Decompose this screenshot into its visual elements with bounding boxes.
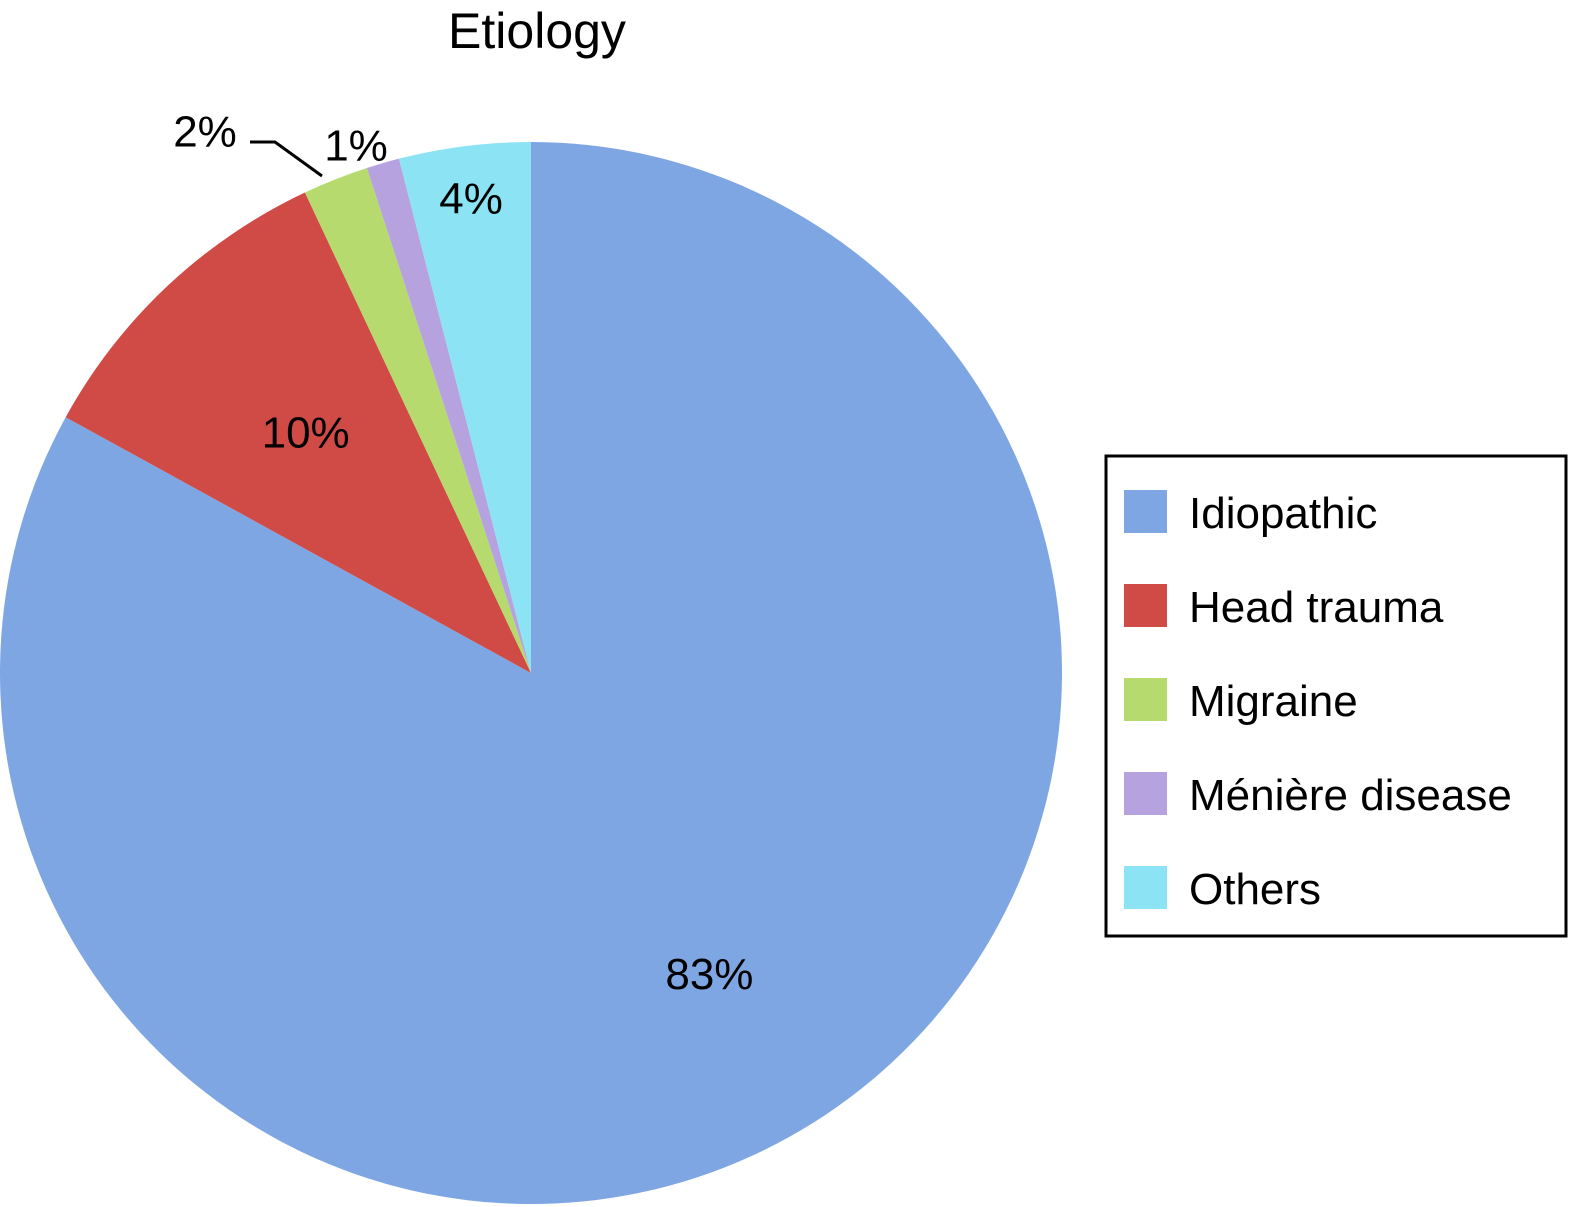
leader-lines	[250, 140, 323, 178]
pie-slice-migraine	[304, 167, 531, 673]
data-label: 1%	[324, 122, 388, 171]
data-label: 83%	[665, 950, 753, 999]
legend-swatch	[1124, 584, 1167, 627]
leader-line-migraine	[250, 140, 323, 178]
legend-label: Head trauma	[1189, 583, 1444, 632]
data-label: 10%	[262, 409, 350, 458]
legend-swatch	[1124, 490, 1167, 533]
legend-label: Others	[1189, 865, 1321, 914]
pie-slice-others	[398, 142, 531, 673]
legend-label: Ménière disease	[1189, 771, 1512, 820]
chart-title: Etiology	[448, 3, 626, 59]
pie-slices	[0, 142, 1062, 1204]
legend-swatch	[1124, 866, 1167, 909]
pie-slice-m-ni-re-disease	[366, 158, 531, 673]
data-label: 4%	[439, 174, 503, 223]
legend-swatch	[1124, 772, 1167, 815]
legend: Idiopathic Head trauma Migraine Ménière dis…	[1104, 454, 1568, 938]
data-label: 2%	[173, 108, 237, 157]
legend-swatch	[1124, 678, 1167, 721]
pie-slice-head-trauma	[65, 192, 531, 673]
legend-label: Migraine	[1189, 677, 1358, 726]
pie-labels: 83% 10% 2% 1% 4%	[173, 108, 753, 1000]
legend-box	[1104, 454, 1568, 938]
legend-label: Idiopathic	[1189, 489, 1377, 538]
legend-items: Idiopathic Head trauma Migraine Ménière dis…	[1124, 489, 1512, 914]
